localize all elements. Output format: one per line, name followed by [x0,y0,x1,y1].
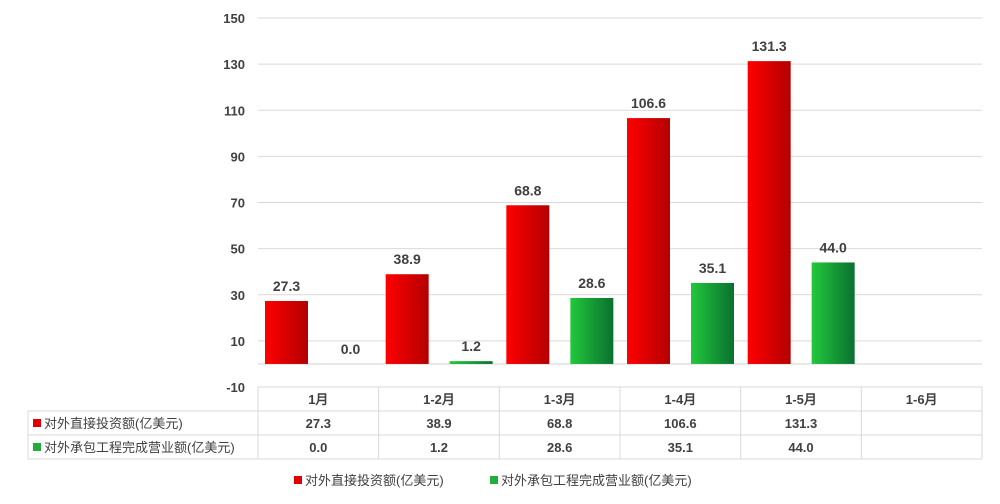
y-tick-label: 30 [231,288,245,303]
category-label: 1-5月 [785,392,817,407]
table-cell: 1.2 [430,440,448,455]
table-row-label: 对外承包工程完成营业额(亿美元) [44,440,235,455]
y-tick-label: 70 [231,196,245,211]
legend-entry: 对外承包工程完成营业额(亿美元) [501,473,692,488]
bar [811,262,855,364]
y-tick-label: 10 [231,334,245,349]
data-label: 0.0 [341,341,361,357]
legend-marker-icon [490,476,498,484]
table-row-label: 对外直接投资额(亿美元) [44,416,183,431]
y-tick-label: -10 [226,380,245,395]
bar [691,282,734,364]
category-label: 1月 [308,392,328,407]
data-label: 27.3 [273,278,300,294]
category-label: 1-4月 [664,392,696,407]
y-tick-label: 150 [223,11,245,26]
table-cell: 38.9 [426,416,451,431]
bar [627,118,670,364]
y-tick-label: 90 [231,149,245,164]
y-tick-label: 50 [231,242,245,257]
table-cell: 106.6 [664,416,697,431]
table-cell: 0.0 [309,440,327,455]
data-label: 106.6 [631,95,666,111]
bar [506,205,550,364]
bar [747,61,791,364]
data-label: 68.8 [514,182,541,198]
data-label: 1.2 [461,338,481,354]
data-label: 44.0 [820,239,847,255]
category-label: 1-6月 [906,392,938,407]
table-cell: 27.3 [306,416,331,431]
table-cell: 131.3 [785,416,818,431]
y-tick-label: 130 [223,57,245,72]
legend-key-icon [33,443,41,451]
legend-key-icon [33,419,41,427]
bar [385,274,429,364]
data-label: 35.1 [699,260,726,276]
data-label: 131.3 [752,38,787,54]
data-label: 38.9 [394,251,421,267]
legend-entry: 对外直接投资额(亿美元) [305,473,444,488]
bar [265,300,308,364]
table-cell: 35.1 [668,440,693,455]
data-label: 28.6 [578,275,605,291]
bar [449,361,493,364]
table-cell: 44.0 [788,440,813,455]
y-tick-label: 110 [224,103,245,118]
legend-marker-icon [294,476,302,484]
table-cell: 28.6 [547,440,572,455]
bar [570,297,614,364]
category-label: 1-3月 [544,392,576,407]
table-cell: 68.8 [547,416,572,431]
category-label: 1-2月 [423,392,455,407]
